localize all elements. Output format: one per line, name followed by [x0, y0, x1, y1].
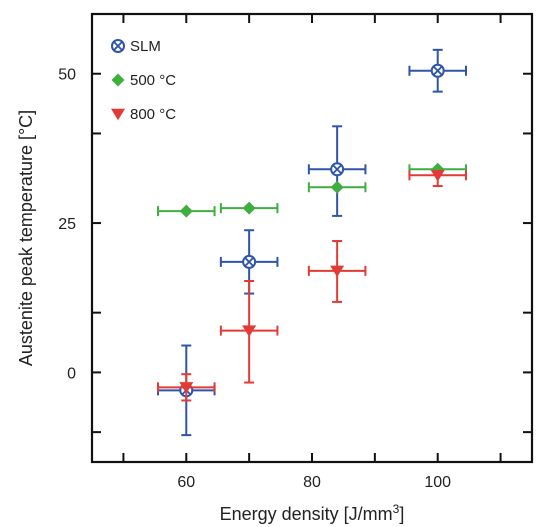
series-0 — [157, 48, 467, 437]
series-1 — [157, 162, 467, 218]
data-marker — [179, 382, 194, 394]
x-tick-label: 80 — [303, 474, 321, 491]
legend-item: 800 °C — [111, 106, 176, 123]
marker-cross-b — [432, 65, 443, 76]
legend-item: SLM — [111, 38, 161, 55]
data-marker — [330, 162, 345, 177]
axes: 60 80 100 0 25 50 — [58, 12, 534, 491]
data-marker — [330, 180, 344, 194]
data-marker — [242, 254, 257, 269]
marker-cross-b — [113, 41, 123, 51]
x-tick-label: 60 — [177, 474, 195, 491]
y-tick-label: 50 — [58, 67, 76, 84]
data-point — [408, 48, 467, 93]
legend-marker — [111, 108, 125, 121]
data-point — [157, 373, 216, 402]
marker-cross-b — [244, 257, 254, 267]
legend-label: 800 °C — [130, 106, 176, 123]
y-tick-label: 0 — [67, 365, 76, 382]
legend: SLM 500 °C 800 °C — [111, 38, 176, 123]
x-tick-label: 100 — [424, 474, 451, 491]
y-tick-label: 25 — [58, 216, 76, 233]
data-marker — [430, 170, 445, 182]
data-point — [307, 180, 367, 194]
data-point — [157, 204, 216, 218]
data-point — [408, 170, 467, 188]
marker-cross-b — [332, 164, 342, 175]
data-point — [307, 125, 367, 217]
legend-item: 500 °C — [111, 72, 176, 89]
legend-marker — [111, 39, 125, 53]
legend-label: SLM — [130, 38, 161, 55]
data-point — [307, 239, 367, 303]
data-marker — [242, 325, 257, 337]
series-2 — [157, 170, 467, 402]
legend-label: 500 °C — [130, 72, 176, 89]
y-axis-label: Austenite peak temperature [°C] — [16, 110, 36, 366]
data-marker — [330, 265, 345, 278]
data-point — [219, 280, 279, 384]
data-marker — [430, 63, 445, 78]
data-point — [219, 201, 279, 215]
data-marker — [242, 201, 256, 215]
plot-area — [157, 48, 467, 437]
data-marker — [179, 204, 193, 218]
legend-marker — [111, 73, 125, 87]
x-axis-label: Energy density [J/mm3] — [220, 502, 405, 524]
